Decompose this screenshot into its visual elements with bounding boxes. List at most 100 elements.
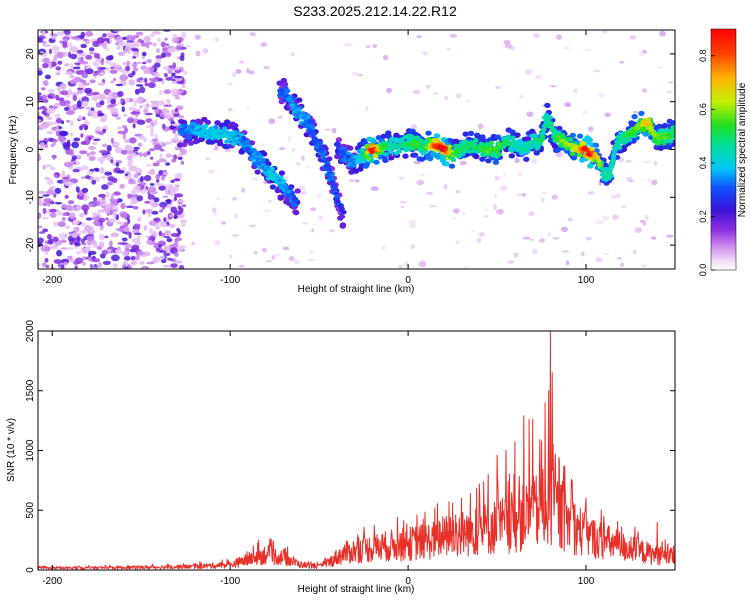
noise-blob [124, 266, 129, 269]
noise-blob [597, 93, 606, 98]
noise-blob [132, 56, 137, 59]
noise-blob [235, 69, 242, 74]
noise-blob [404, 262, 408, 266]
noise-blob [638, 51, 645, 56]
noise-blob [148, 82, 156, 89]
noise-blob [522, 236, 531, 240]
noise-blob [176, 105, 184, 111]
noise-blob [133, 232, 142, 235]
noise-blob [137, 251, 145, 256]
noise-blob [179, 55, 185, 62]
noise-blob [124, 42, 132, 48]
noise-blob [432, 92, 439, 95]
noise-blob [620, 262, 624, 268]
track-blob [425, 130, 432, 136]
noise-blob [129, 137, 137, 144]
noise-blob [260, 42, 267, 47]
track-blob [468, 141, 474, 146]
track-blob [330, 179, 336, 184]
noise-blob [162, 264, 170, 268]
noise-blob [38, 154, 41, 161]
noise-blob [462, 212, 466, 216]
noise-blob [69, 79, 79, 84]
noise-blob [602, 252, 610, 256]
noise-blob [77, 115, 83, 121]
track-blob [433, 133, 441, 139]
noise-blob [177, 199, 185, 203]
noise-blob [60, 90, 69, 96]
noise-blob [106, 153, 112, 160]
spectrogram-x-tick-label: -100 [220, 275, 240, 286]
track-blob [586, 137, 593, 143]
noise-blob [152, 231, 158, 236]
colorbar-gradient [710, 28, 737, 271]
noise-blob [191, 241, 195, 246]
noise-blob [83, 197, 88, 201]
track-blob [662, 122, 669, 129]
noise-blob [62, 212, 67, 216]
noise-blob [91, 95, 99, 102]
noise-blob [176, 228, 181, 232]
noise-blob [370, 186, 379, 191]
noise-blob [466, 99, 471, 103]
noise-blob [126, 150, 134, 155]
noise-blob [478, 232, 485, 237]
noise-blob [136, 119, 146, 125]
track-blob [540, 134, 546, 139]
chart-title: S233.2025.212.14.22.R12 [293, 3, 457, 19]
noise-blob [450, 217, 458, 220]
noise-blob [125, 65, 131, 72]
noise-blob [126, 60, 131, 67]
noise-blob [416, 179, 425, 186]
track-blob [284, 88, 291, 94]
noise-blob [88, 250, 97, 255]
noise-blob [121, 250, 130, 257]
noise-blob [59, 83, 65, 89]
noise-blob [126, 34, 134, 42]
noise-blob [666, 90, 673, 94]
noise-blob [41, 87, 46, 91]
noise-blob [62, 141, 71, 148]
noise-blob [455, 189, 461, 194]
noise-blob [634, 227, 643, 233]
snr-x-tick-label: -200 [42, 576, 62, 587]
noise-blob [44, 251, 49, 256]
noise-blob [177, 205, 182, 210]
noise-blob [128, 79, 136, 86]
noise-blob [365, 105, 369, 112]
track-blob [296, 97, 303, 103]
noise-blob [96, 130, 104, 135]
noise-blob [80, 123, 87, 128]
noise-blob [95, 126, 102, 132]
noise-blob [71, 141, 80, 149]
noise-blob [64, 204, 73, 211]
track-blob [611, 152, 617, 157]
noise-blob [103, 113, 108, 120]
noise-blob [562, 46, 571, 50]
noise-blob [143, 107, 149, 114]
noise-blob [138, 152, 143, 157]
noise-blob [69, 75, 75, 78]
noise-blob [98, 112, 105, 117]
noise-blob [422, 51, 428, 56]
track-blob [613, 146, 619, 151]
noise-blob [653, 160, 658, 166]
noise-blob [449, 34, 458, 38]
noise-blob [625, 176, 630, 182]
noise-blob [42, 107, 48, 111]
noise-blob [41, 30, 46, 36]
noise-blob [295, 161, 301, 167]
noise-blob [159, 209, 164, 213]
track-blob [373, 159, 380, 165]
noise-blob [41, 99, 49, 103]
noise-blob [143, 266, 147, 269]
noise-blob [643, 160, 651, 163]
track-blob [186, 135, 192, 140]
spectrogram-x-tick-label: -200 [42, 275, 62, 286]
spectrogram-y-tick-label: 20 [25, 48, 36, 60]
noise-blob [61, 170, 65, 176]
noise-blob [72, 169, 80, 173]
noise-blob [98, 217, 106, 223]
noise-blob [81, 82, 91, 86]
noise-blob [413, 160, 421, 165]
